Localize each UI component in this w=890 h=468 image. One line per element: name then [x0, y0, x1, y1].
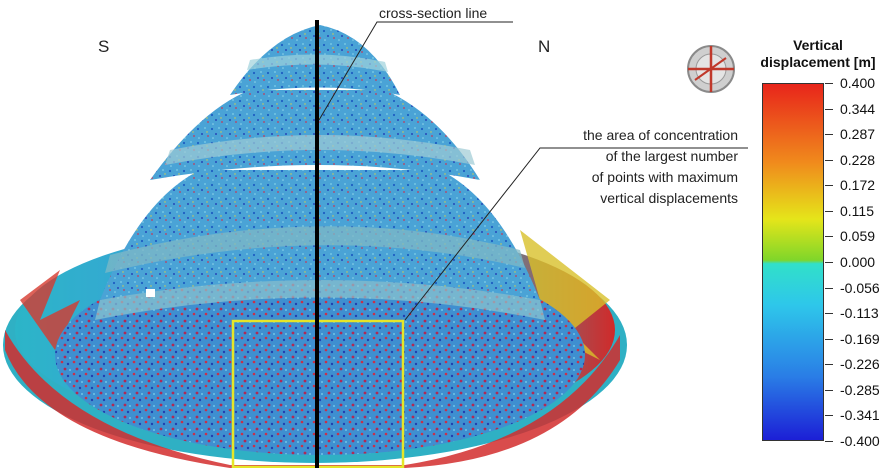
- legend-colorbar: [762, 83, 824, 441]
- white-marker: [146, 289, 155, 297]
- compass-icon: [687, 45, 735, 93]
- legend-tick-mark: [825, 134, 833, 136]
- legend-tick-mark: [825, 262, 833, 263]
- cross-section-caption: cross-section line: [379, 5, 488, 21]
- legend-tick-label: 0.115: [840, 202, 874, 219]
- legend-tick-mark: [825, 185, 833, 187]
- legend-tick-label: 0.059: [840, 228, 876, 245]
- heap-terrace-upper: [165, 135, 475, 165]
- concentration-line-1: the area of concentration: [583, 127, 738, 143]
- concentration-line-2: of the largest number: [605, 148, 738, 164]
- legend-tick-label: 0.344: [840, 100, 876, 117]
- legend-tick-label: 0.000: [840, 254, 876, 270]
- legend-tick-mark: [825, 389, 833, 391]
- legend-tick-label: -0.226: [840, 356, 880, 373]
- concentration-line-3: of points with maximum: [591, 169, 738, 185]
- legend-tick-mark: [825, 441, 833, 442]
- legend-tick-mark: [825, 287, 833, 289]
- legend-tick-label: -0.169: [840, 330, 880, 347]
- legend-tick-label: -0.056: [840, 279, 880, 296]
- legend-tick-label: 0.287: [840, 126, 876, 143]
- legend-tick-mark: [825, 338, 833, 340]
- legend-tick-label: -0.285: [840, 381, 880, 398]
- legend-tick-label: -0.400: [840, 433, 880, 449]
- legend-title-line1: Vertical: [793, 37, 843, 53]
- legend-title: Vertical displacement [m]: [748, 37, 888, 71]
- legend-tick-label: 0.172: [840, 177, 876, 194]
- concentration-leader: [404, 147, 748, 321]
- legend-title-line2: displacement [m]: [760, 54, 876, 70]
- legend-tick-label: -0.341: [840, 407, 880, 424]
- legend-tick-label: -0.113: [840, 305, 879, 322]
- legend-tick-mark: [825, 159, 833, 161]
- cross-section-leader: [318, 21, 513, 121]
- south-label: S: [98, 37, 110, 56]
- heap-terrace-mid: [105, 226, 525, 273]
- legend-tick-mark: [825, 236, 833, 238]
- legend-tick-label: 0.228: [840, 151, 876, 168]
- legend-tick-mark: [825, 83, 833, 84]
- legend-tick-mark: [825, 415, 833, 417]
- legend-tick-mark: [825, 210, 833, 212]
- concentration-line-4: vertical displacements: [600, 190, 738, 206]
- north-label: N: [538, 37, 551, 56]
- heap-terrace-lower: [95, 275, 545, 320]
- legend-tick-mark: [825, 313, 833, 315]
- legend-tick-mark: [825, 364, 833, 366]
- legend-tick-label: 0.400: [840, 75, 876, 91]
- concentration-caption: the area of concentration of the largest…: [480, 125, 738, 209]
- legend-tick-mark: [825, 108, 833, 110]
